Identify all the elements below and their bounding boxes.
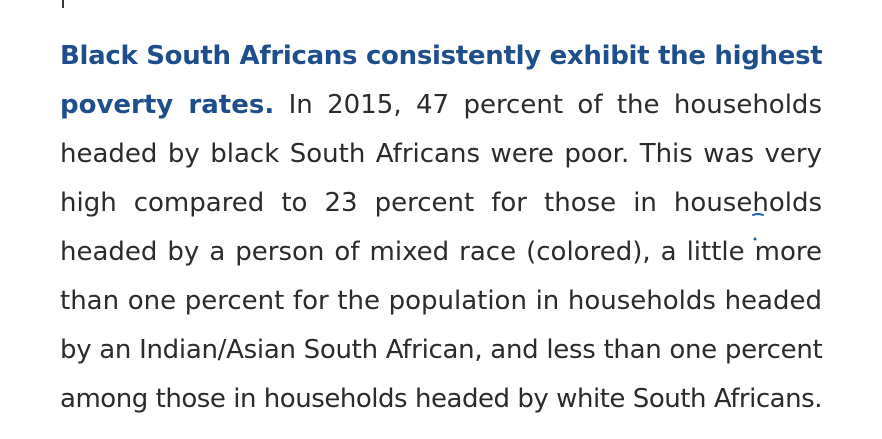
lead-sentence-part-1: Black South Africans consistently exhibi…: [60, 41, 823, 71]
previous-line-fragment: [62, 0, 64, 8]
text-line-1: Black South Africans consistently exhibi…: [60, 32, 823, 81]
text-line-8: among those in households headed by whit…: [60, 375, 822, 424]
body-paragraph: Black South Africans consistently exhibi…: [60, 32, 823, 424]
line-2-text: In 2015, 47 percent of the households: [274, 90, 822, 120]
text-line-7: by an Indian/Asian South African, and le…: [60, 326, 823, 375]
text-line-6: than one percent for the population in h…: [60, 277, 822, 326]
text-line-2: poverty rates. In 2015, 47 percent of th…: [60, 81, 822, 130]
line-6-text: than one percent for the population in h…: [60, 286, 822, 316]
line-4-text: high compared to 23 percent for those in…: [60, 188, 822, 218]
pen-annotation-mark: [752, 213, 764, 241]
line-7-text: by an Indian/Asian South African, and le…: [60, 335, 823, 365]
text-line-3: headed by black South Africans were poor…: [60, 130, 822, 179]
line-3-text: headed by black South Africans were poor…: [60, 139, 822, 169]
line-8-text: among those in households headed by whit…: [60, 384, 822, 414]
lead-sentence-part-2: poverty rates.: [60, 90, 275, 120]
line-5-text: headed by a person of mixed race (colore…: [60, 237, 822, 267]
text-line-5: headed by a person of mixed race (colore…: [60, 228, 822, 277]
text-line-4: high compared to 23 percent for those in…: [60, 179, 822, 228]
